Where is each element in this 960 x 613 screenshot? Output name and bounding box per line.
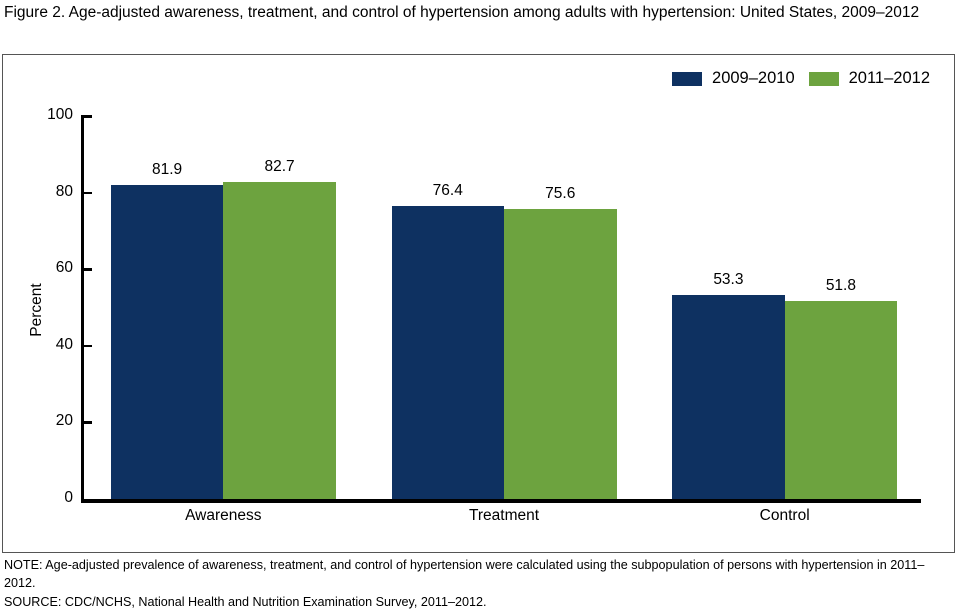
x-category-label: Awareness: [185, 507, 262, 524]
y-tick-label: 0: [64, 489, 73, 506]
y-tick-label: 100: [47, 106, 73, 123]
y-axis-tick: [81, 115, 92, 118]
chart-note: NOTE: Age-adjusted prevalence of awarene…: [4, 558, 925, 591]
legend-label: 2009–2010: [712, 69, 795, 87]
x-category-label: Treatment: [468, 507, 540, 524]
chart-legend: 2009–2010 2011–2012: [672, 69, 930, 88]
bar-2009–2010-Control: [672, 294, 785, 499]
legend-item-2011–2012: 2011–2012: [808, 69, 930, 88]
y-axis-line: [81, 115, 84, 502]
bar-value-label: 51.8: [825, 276, 856, 294]
bar-value-label: 81.9: [151, 161, 183, 179]
x-axis-line: [81, 499, 921, 503]
bar-2011–2012-Control: [784, 300, 898, 499]
legend-label: 2011–2012: [848, 69, 930, 87]
y-axis-tick: [81, 344, 92, 348]
y-tick-label: 60: [55, 259, 73, 277]
chart-frame: 0 20 40 60 80 100 Percent 81.9 82.7 Awareness 76.4…: [2, 54, 955, 553]
x-category-label: Control: [759, 507, 810, 524]
y-axis-tick: [81, 268, 92, 271]
y-axis-tick: [81, 191, 92, 195]
legend-swatch-icon: [672, 71, 703, 86]
bar-2011–2012-Treatment: [504, 209, 617, 499]
bar-value-label: 82.7: [264, 158, 295, 176]
chart-notes: NOTE: Age-adjusted prevalence of awarene…: [4, 556, 954, 611]
y-tick-label: 40: [55, 335, 73, 353]
chart-source: SOURCE: CDC/NCHS, National Health and Nu…: [4, 594, 487, 609]
bar-value-label: 53.3: [713, 270, 744, 288]
legend-swatch-icon: [808, 71, 839, 86]
bar-2011–2012-Awareness: [223, 182, 336, 499]
bar-value-label: 76.4: [432, 182, 463, 200]
plot-area: 0 20 40 60 80 100 Percent 81.9 82.7 Awareness 76.4…: [3, 55, 954, 552]
y-axis-label: Percent: [28, 283, 45, 337]
bar-2009–2010-Treatment: [391, 206, 504, 499]
y-tick-label: 80: [55, 182, 73, 200]
legend-item-2009–2010: 2009–2010: [672, 69, 795, 88]
bar-2009–2010-Awareness: [110, 185, 224, 499]
y-tick-label: 20: [55, 412, 73, 430]
y-axis-tick: [81, 421, 92, 424]
figure-title: Figure 2. Age-adjusted awareness, treatm…: [4, 4, 920, 21]
bar-value-label: 75.6: [545, 185, 576, 203]
